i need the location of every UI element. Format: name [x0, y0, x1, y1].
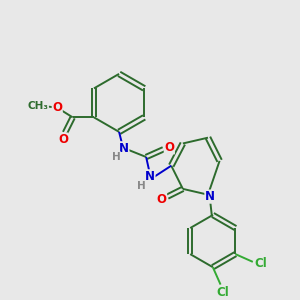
Text: H: H	[112, 152, 121, 162]
Text: O: O	[58, 133, 68, 146]
Text: Cl: Cl	[216, 286, 229, 299]
Text: N: N	[119, 142, 129, 155]
Text: CH₃: CH₃	[27, 101, 48, 111]
Text: N: N	[205, 190, 215, 203]
Text: Cl: Cl	[254, 257, 267, 270]
Text: O: O	[164, 141, 174, 154]
Text: N: N	[145, 170, 155, 183]
Text: O: O	[157, 193, 166, 206]
Text: H: H	[137, 181, 146, 191]
Text: O: O	[52, 101, 62, 114]
